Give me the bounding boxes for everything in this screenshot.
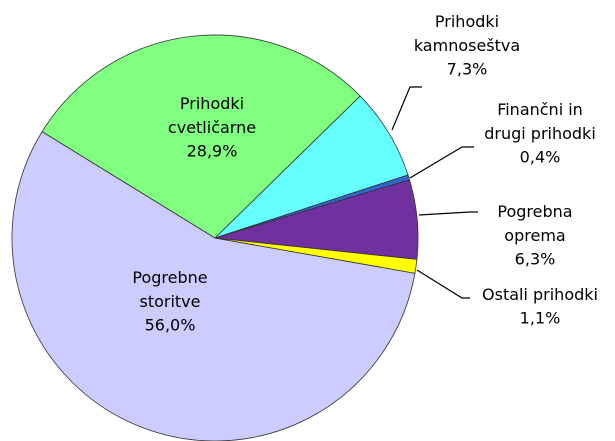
slice-label: Ostali prihodki (482, 285, 598, 304)
slice-label: Pogrebna oprema (497, 202, 572, 245)
slice-value-label: 56,0% (145, 316, 196, 335)
pie-slice (214, 237, 418, 274)
slice-value-label: 28,9% (187, 142, 238, 161)
slice-value-label: 1,1% (520, 309, 561, 328)
leader-line (418, 211, 478, 216)
pie-slice (41, 34, 361, 239)
slice-value-label: 7,3% (447, 60, 488, 79)
leader-line (391, 86, 422, 131)
leader-line (409, 146, 474, 179)
slice-value-label: 0,4% (520, 148, 561, 167)
slice-label: Prihodki kamnoseštva (414, 12, 520, 55)
slice-value-label: 6,3% (515, 250, 556, 269)
slice-label: Prihodki cvetličarne (168, 94, 256, 137)
pie-slice (11, 131, 416, 441)
slice-label: Finančni in drugi prihodki (484, 100, 596, 143)
leader-line (416, 269, 470, 299)
slice-label: Pogrebne storitve (132, 268, 207, 311)
